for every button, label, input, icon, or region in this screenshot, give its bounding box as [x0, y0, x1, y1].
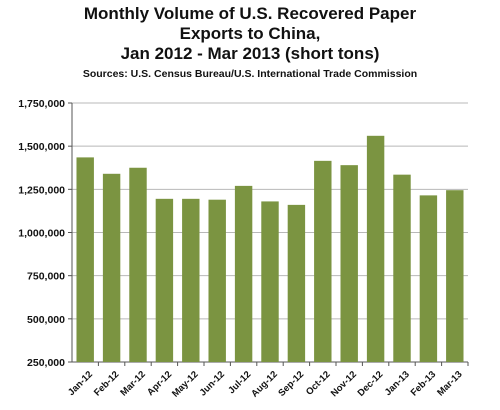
chart-subtitle: Sources: U.S. Census Bureau/U.S. Interna…	[82, 68, 418, 80]
y-tick-label: 1,750,000	[18, 98, 65, 110]
x-tick-label: Mar-12	[118, 369, 147, 398]
x-tick-label: Dec-12	[356, 369, 386, 399]
bar	[234, 185, 253, 362]
bar	[182, 198, 200, 362]
x-tick-label: Oct-12	[304, 369, 333, 398]
bar	[340, 165, 358, 362]
y-tick-label: 750,000	[27, 271, 65, 283]
x-tick-label: Jun-12	[198, 369, 227, 398]
bar	[129, 167, 147, 362]
bar	[261, 201, 279, 362]
chart-title: Monthly Volume of U.S. Recovered Paper E…	[0, 4, 500, 64]
x-tick-label: Apr-12	[145, 369, 174, 398]
chart-title-line-1: Monthly Volume of U.S. Recovered Paper	[83, 4, 417, 23]
bar	[155, 198, 174, 362]
bar	[314, 160, 332, 362]
x-tick-label: Jan-13	[383, 369, 412, 398]
x-tick-label: Nov-12	[329, 369, 359, 399]
bar	[208, 199, 226, 362]
bar	[76, 157, 94, 362]
x-tick-label: Mar-13	[435, 369, 464, 398]
x-tick-label: Sep-12	[276, 369, 306, 399]
x-tick-label: Jan-12	[66, 369, 95, 398]
y-tick-label: 1,000,000	[18, 228, 65, 240]
chart-title-line-3: Jan 2012 - Mar 2013 (short tons)	[120, 44, 380, 63]
bar	[419, 195, 438, 362]
y-tick-label: 500,000	[27, 314, 65, 326]
bar	[102, 173, 121, 362]
bar	[446, 190, 464, 362]
bar	[287, 204, 306, 362]
x-tick-label: Feb-13	[409, 369, 438, 398]
chart-title-line-2: Exports to China,	[179, 24, 321, 43]
bar	[366, 135, 385, 362]
x-tick-label: May-12	[170, 369, 201, 400]
x-tick-label: Feb-12	[92, 369, 121, 398]
y-tick-label: 250,000	[27, 357, 65, 369]
y-tick-label: 1,250,000	[18, 184, 65, 196]
x-tick-label: Aug-12	[249, 369, 280, 400]
bar	[393, 174, 411, 362]
y-tick-label: 1,500,000	[18, 141, 65, 153]
